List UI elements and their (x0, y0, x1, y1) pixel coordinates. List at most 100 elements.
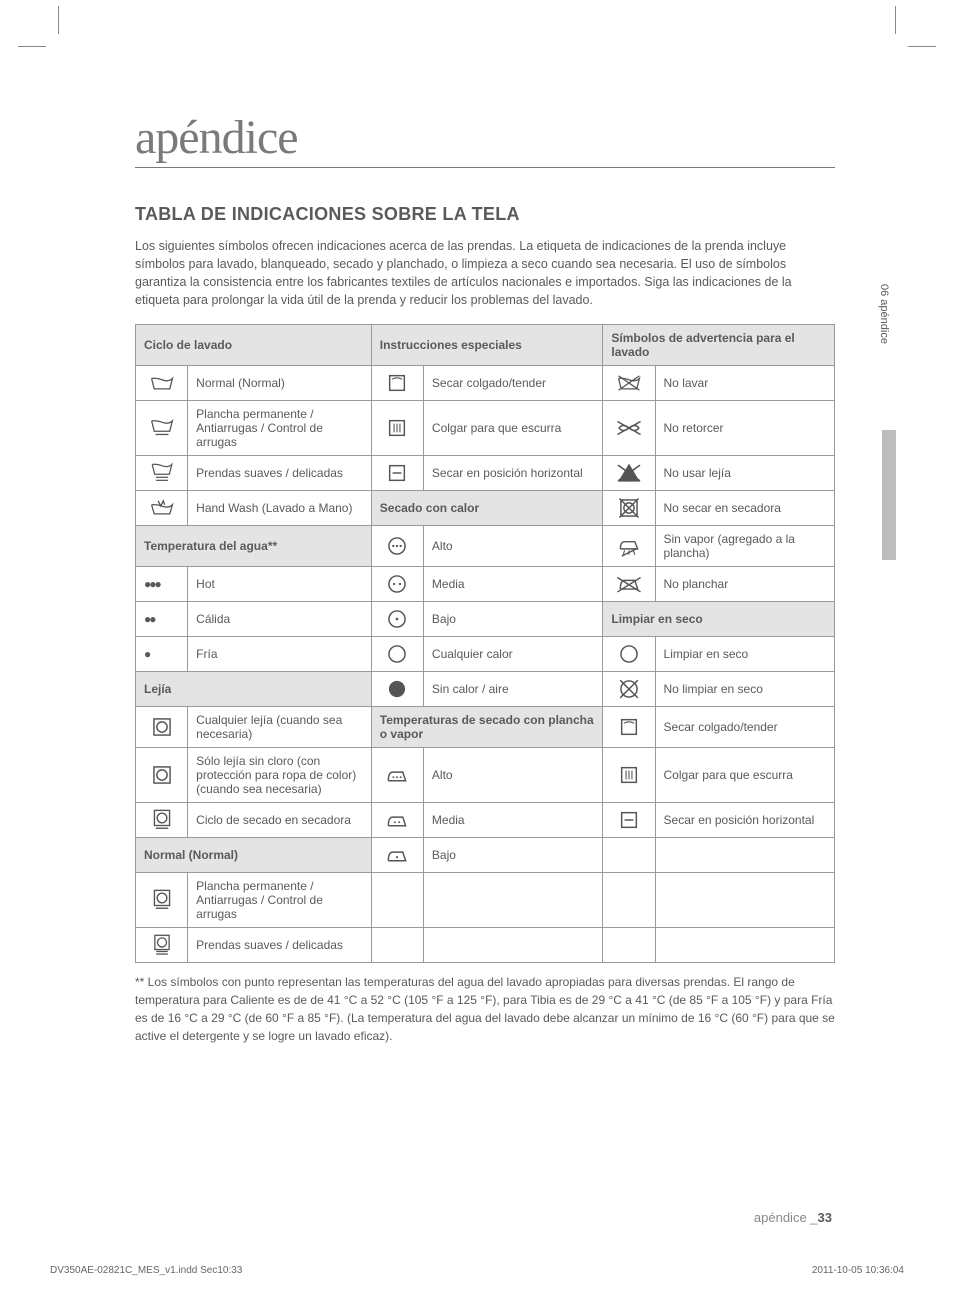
drip-dry-icon (371, 400, 423, 455)
line-dry-icon (603, 706, 655, 747)
table-row: Prendas suaves / delicadas Secar en posi… (136, 455, 835, 490)
cell: Limpiar en seco (655, 636, 834, 671)
cell: Prendas suaves / delicadas (188, 927, 372, 962)
table-row: ●● Cálida Bajo Limpiar en seco (136, 601, 835, 636)
subheader-heat-dry: Secado con calor (371, 490, 603, 525)
empty-cell (603, 872, 655, 927)
do-not-tumble-dry-icon (603, 490, 655, 525)
cell: Colgar para que escurra (423, 400, 602, 455)
cell: Hot (188, 566, 372, 601)
cell: Sin vapor (agregado a la plancha) (655, 525, 834, 566)
thumb-tab-bar (882, 430, 896, 560)
any-bleach-icon (136, 706, 188, 747)
empty-cell (655, 837, 834, 872)
table-row: Hand Wash (Lavado a Mano) Secado con cal… (136, 490, 835, 525)
crop-mark (908, 46, 936, 47)
table-row: Plancha permanente / Antiarrugas / Contr… (136, 400, 835, 455)
cell: Media (423, 566, 602, 601)
cell: Ciclo de secado en secadora (188, 802, 372, 837)
cell: Media (423, 802, 602, 837)
cell: Secar en posición horizontal (655, 802, 834, 837)
table-row: Plancha permanente / Antiarrugas / Contr… (136, 872, 835, 927)
cell: Plancha permanente / Antiarrugas / Contr… (188, 400, 372, 455)
table-row: ●●● Hot Media No planchar (136, 566, 835, 601)
cell: Plancha permanente / Antiarrugas / Contr… (188, 872, 372, 927)
do-not-iron-icon (603, 566, 655, 601)
subheader-normal: Normal (Normal) (136, 837, 372, 872)
empty-cell (655, 927, 834, 962)
wash-permanent-press-icon (136, 400, 188, 455)
do-not-dry-clean-icon (603, 671, 655, 706)
cell: Sin calor / aire (423, 671, 602, 706)
footer-label: apéndice _ (754, 1210, 818, 1225)
table-row: Prendas suaves / delicadas (136, 927, 835, 962)
crop-mark (58, 6, 59, 34)
table-row: Ciclo de secado en secadora Media Secar … (136, 802, 835, 837)
subheader-water-temp: Temperatura del agua** (136, 525, 372, 566)
cell: Fría (188, 636, 372, 671)
heat-high-icon (371, 525, 423, 566)
dry-clean-icon (603, 636, 655, 671)
crop-mark (18, 46, 46, 47)
col-header-warning: Símbolos de advertencia para el lavado (603, 324, 835, 365)
do-not-wring-icon (603, 400, 655, 455)
table-row: Normal (Normal) Secar colgado/tender No … (136, 365, 835, 400)
table-row: Temperatura del agua** Alto Sin vapor (a… (136, 525, 835, 566)
table-row: Sólo lejía sin cloro (con protección par… (136, 747, 835, 802)
cell: No retorcer (655, 400, 834, 455)
cell: Bajo (423, 837, 602, 872)
temp-hot-icon: ●●● (136, 566, 188, 601)
cell: Secar colgado/tender (655, 706, 834, 747)
table-row: Lejía Sin calor / aire No limpiar en sec… (136, 671, 835, 706)
table-row: Normal (Normal) Bajo (136, 837, 835, 872)
col-header-special: Instrucciones especiales (371, 324, 603, 365)
line-dry-icon (371, 365, 423, 400)
print-footer-left: DV350AE-02821C_MES_v1.indd Sec10:33 (50, 1265, 242, 1276)
wash-normal-icon (136, 365, 188, 400)
tumble-delicate-icon (136, 927, 188, 962)
intro-paragraph: Los siguientes símbolos ofrecen indicaci… (135, 237, 835, 310)
empty-cell (603, 927, 655, 962)
cell: Normal (Normal) (188, 365, 372, 400)
col-header-wash-cycle: Ciclo de lavado (136, 324, 372, 365)
cell: No limpiar en seco (655, 671, 834, 706)
non-chlorine-bleach-icon (136, 747, 188, 802)
print-footer: DV350AE-02821C_MES_v1.indd Sec10:33 2011… (50, 1265, 904, 1276)
cell: Cualquier lejía (cuando sea necesaria) (188, 706, 372, 747)
tumble-permanent-press-icon (136, 872, 188, 927)
heat-low-icon (371, 601, 423, 636)
fabric-care-table: Ciclo de lavado Instrucciones especiales… (135, 324, 835, 963)
cell: Prendas suaves / delicadas (188, 455, 372, 490)
dry-flat-icon (603, 802, 655, 837)
subheader-bleach: Lejía (136, 671, 372, 706)
empty-cell (423, 872, 602, 927)
iron-medium-icon (371, 802, 423, 837)
cell: No planchar (655, 566, 834, 601)
cell: Cualquier calor (423, 636, 602, 671)
print-footer-right: 2011-10-05 10:36:04 (812, 1265, 904, 1276)
subheader-dry-clean: Limpiar en seco (603, 601, 835, 636)
temp-warm-icon: ●● (136, 601, 188, 636)
empty-cell (655, 872, 834, 927)
chapter-title: apéndice (135, 110, 835, 168)
no-steam-icon (603, 525, 655, 566)
crop-mark (895, 6, 896, 34)
temp-cold-icon: ● (136, 636, 188, 671)
table-row: ● Fría Cualquier calor Limpiar en seco (136, 636, 835, 671)
iron-low-icon (371, 837, 423, 872)
cell: No usar lejía (655, 455, 834, 490)
no-heat-icon (371, 671, 423, 706)
cell: Bajo (423, 601, 602, 636)
wash-delicate-icon (136, 455, 188, 490)
footnote: ** Los símbolos con punto representan la… (135, 973, 835, 1045)
cell: Cálida (188, 601, 372, 636)
dry-flat-icon (371, 455, 423, 490)
cell: Hand Wash (Lavado a Mano) (188, 490, 372, 525)
table-row: Cualquier lejía (cuando sea necesaria) T… (136, 706, 835, 747)
any-heat-icon (371, 636, 423, 671)
iron-high-icon (371, 747, 423, 802)
cell: Colgar para que escurra (655, 747, 834, 802)
page-footer: apéndice _33 (754, 1210, 832, 1225)
cell: No lavar (655, 365, 834, 400)
table-row: Ciclo de lavado Instrucciones especiales… (136, 324, 835, 365)
